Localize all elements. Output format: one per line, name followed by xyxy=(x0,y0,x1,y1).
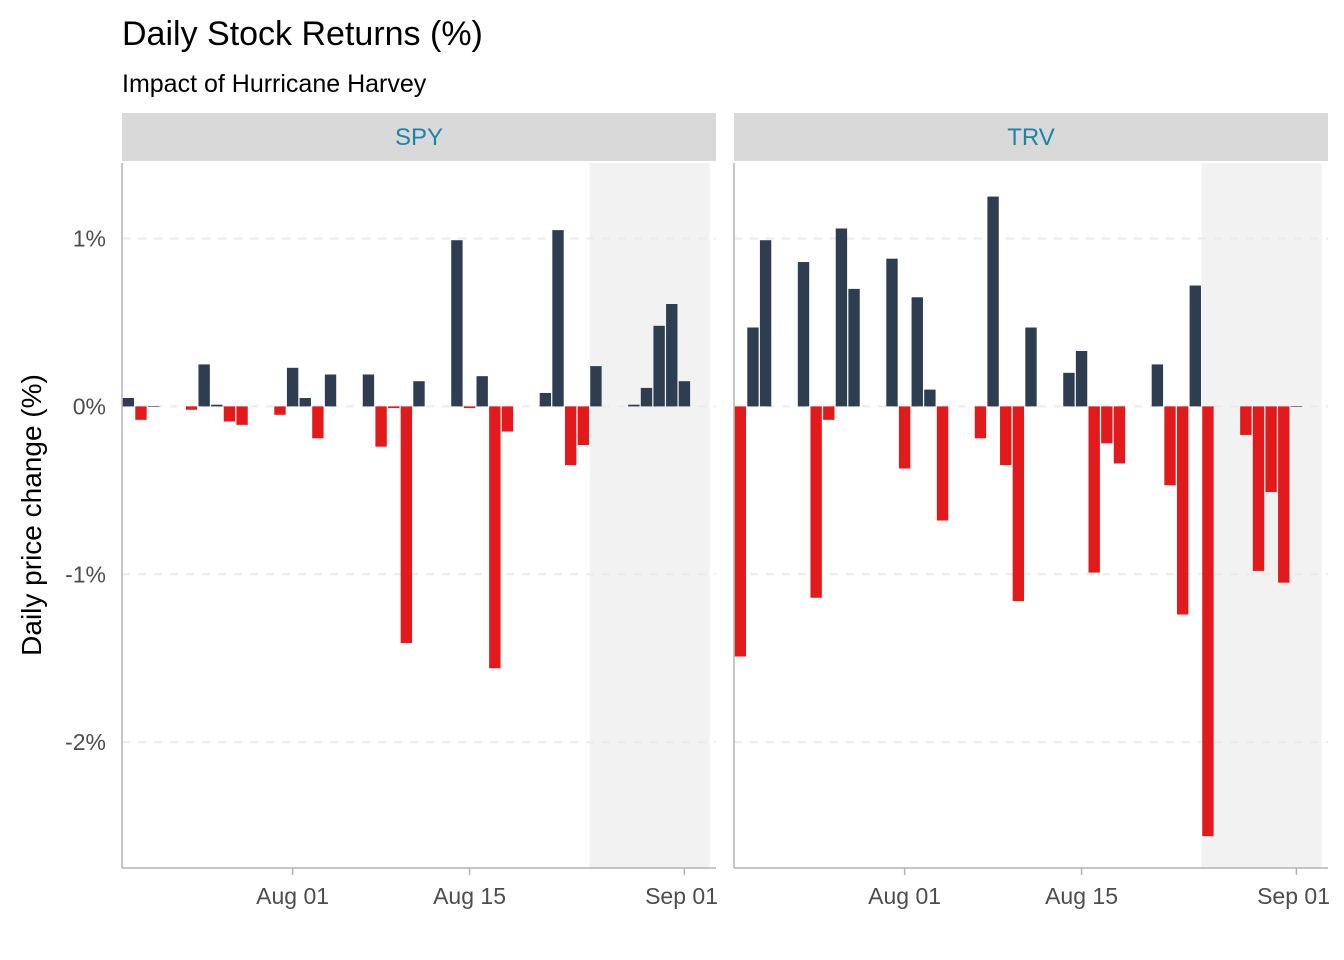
bar xyxy=(1113,406,1126,464)
bar xyxy=(1164,406,1176,486)
bar xyxy=(936,406,949,521)
bar xyxy=(1176,406,1189,615)
bar xyxy=(211,404,223,407)
bar xyxy=(400,406,413,644)
x-tick-label: Aug 01 xyxy=(868,883,941,909)
bar xyxy=(185,406,198,410)
bar xyxy=(797,262,810,407)
bar xyxy=(1252,406,1265,571)
bar xyxy=(324,374,337,407)
bar xyxy=(413,381,425,407)
bar xyxy=(501,406,514,432)
bar xyxy=(1063,372,1075,407)
facet-panel-trv: TRV Aug 01 Aug 15 Sep 01 xyxy=(733,113,1330,909)
bar xyxy=(564,406,577,466)
bar xyxy=(590,366,602,407)
bar xyxy=(1290,406,1303,407)
bar xyxy=(747,327,759,407)
bar xyxy=(539,392,552,407)
bar xyxy=(810,406,822,598)
bar xyxy=(1025,327,1037,407)
bar xyxy=(135,406,147,420)
bar xyxy=(886,258,898,407)
bar xyxy=(1265,406,1277,492)
bar xyxy=(198,364,210,407)
bar xyxy=(1151,364,1164,407)
bar xyxy=(577,406,589,445)
x-tick-label: Sep 01 xyxy=(1257,883,1330,909)
bar xyxy=(666,304,678,407)
bar xyxy=(286,367,299,407)
bar xyxy=(236,406,248,425)
bar xyxy=(552,230,564,407)
bar xyxy=(1000,406,1012,466)
bar xyxy=(362,374,375,407)
y-tick-label: 0% xyxy=(73,393,106,419)
bar xyxy=(987,196,999,407)
bar xyxy=(1278,406,1290,583)
bar xyxy=(274,406,286,415)
bar xyxy=(1075,351,1088,407)
bar xyxy=(898,406,911,469)
bar xyxy=(388,406,400,409)
facet-strip-label: TRV xyxy=(1007,124,1055,151)
facet-strip xyxy=(122,113,716,161)
bar xyxy=(476,376,488,407)
bar xyxy=(911,297,923,407)
bar xyxy=(1240,406,1252,435)
bar xyxy=(628,404,640,407)
hurricane-period-shade xyxy=(589,163,710,868)
x-tick-label: Sep 01 xyxy=(645,883,718,909)
bar xyxy=(1202,406,1214,837)
bar xyxy=(1012,406,1025,602)
y-tick-label: 1% xyxy=(73,226,106,252)
bar xyxy=(678,381,691,407)
bar xyxy=(835,228,848,407)
chart-title: Daily Stock Returns (%) xyxy=(122,15,483,53)
facet-panel-spy: SPY Aug 01 Aug 15 Sep 01 xyxy=(121,113,718,909)
bar xyxy=(375,406,387,447)
bar xyxy=(640,387,653,407)
bar xyxy=(924,389,936,407)
facet-strip xyxy=(734,113,1328,161)
y-axis-label: Daily price change (%) xyxy=(16,374,47,656)
bar xyxy=(489,406,501,669)
x-tick-label: Aug 15 xyxy=(433,883,506,909)
bar xyxy=(823,406,835,420)
y-tick-label: -1% xyxy=(65,561,106,587)
bar xyxy=(1088,406,1100,573)
bar xyxy=(147,406,160,407)
bar xyxy=(759,240,772,407)
bar xyxy=(848,288,860,407)
facet-strip-label: SPY xyxy=(395,124,443,151)
x-tick-label: Aug 01 xyxy=(256,883,329,909)
x-tick-label: Aug 15 xyxy=(1045,883,1118,909)
bar xyxy=(1101,406,1113,444)
bar xyxy=(299,398,311,407)
bar xyxy=(122,398,135,407)
chart-subtitle: Impact of Hurricane Harvey xyxy=(122,70,427,98)
bar xyxy=(223,406,236,422)
y-tick-label: -2% xyxy=(65,729,106,755)
bar xyxy=(1189,285,1201,407)
bar xyxy=(312,406,324,439)
bar xyxy=(974,406,987,439)
bar xyxy=(734,406,747,657)
bar xyxy=(451,240,463,407)
y-axis-ticks: 1% 0% -1% -2% xyxy=(65,226,106,756)
bar xyxy=(463,406,476,409)
bar xyxy=(653,325,665,407)
